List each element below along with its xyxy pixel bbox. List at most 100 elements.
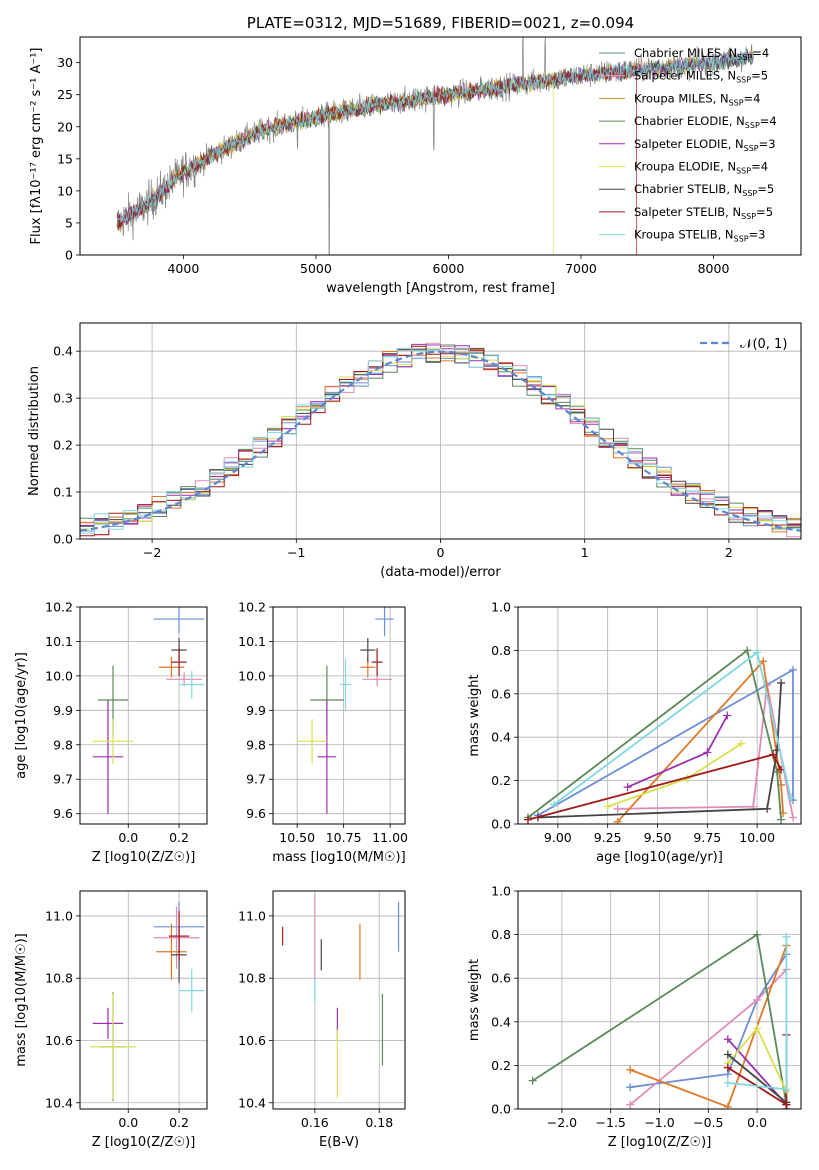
y-tick-label: 1.0 [491,884,511,899]
y-tick-label: 0.4 [53,344,73,359]
marker [763,804,772,813]
y-axis-label: Normed distribution [27,366,42,496]
error-bar-point [158,656,185,678]
axes-frame [517,606,802,825]
plot-area [523,646,798,824]
y-tick-label: 10.1 [45,634,73,649]
plot-area [80,342,801,538]
marker [603,802,612,811]
y-axis-label: age [log10(age/yr)] [14,652,29,779]
marker [723,711,732,720]
marker [626,1083,635,1092]
error-bar-point [171,648,187,676]
y-tick-label: 25 [57,87,73,102]
x-tick-label: 9.25 [594,830,622,845]
marker [723,1078,732,1087]
x-tick-label: −1.0 [644,1115,674,1130]
plot-area [90,901,205,1102]
y-tick-label: 10.8 [45,971,73,986]
x-tick-label: 0.0 [747,1115,767,1130]
panel-mass-vs-Z: 0.0 0.2 10.4 10.6 10.8 11.0 Z [log10(Z/Z☉)] mas… [14,890,208,1150]
plot-area [116,37,754,255]
y-tick-label: 10.4 [238,1095,266,1110]
y-tick-label: 10.4 [45,1095,73,1110]
y-tick-label: 10.0 [238,668,266,683]
y-tick-label: 10.2 [45,600,73,615]
y-tick-label: 10.1 [238,634,266,649]
marker [753,930,762,939]
y-tick-label: 9.8 [53,737,73,752]
panel-mass-vs-EBV: 0.16 0.18 10.4 10.6 10.8 11.0 E(B-V) [238,890,406,1150]
x-tick-label: 11.00 [372,830,408,845]
marker [723,1102,732,1109]
x-tick-label: 6000 [433,261,465,276]
panel-spectrum: 4000 5000 6000 7000 8000 0 5 10 15 20 25 30 waveleng… [29,36,802,296]
x-axis-label: age [log10(age/yr)] [596,850,723,865]
legend: 𝒩(0, 1) [700,337,787,352]
marker [623,783,632,792]
marker [626,1100,635,1109]
y-tick-label: 10 [57,183,73,198]
y-axis-label: mass weight [467,959,482,1041]
y-tick-label: 9.7 [53,772,73,787]
marker [743,646,752,655]
y-tick-label: 0.2 [491,1058,511,1073]
marker [759,657,768,666]
x-tick-label: 0.2 [169,830,189,845]
y-tick-label: 10.2 [238,600,266,615]
marker [723,1050,732,1059]
series-line [630,953,788,1089]
error-bar-point [297,718,327,764]
y-tick-label: 30 [57,55,73,70]
x-tick-label: 5000 [300,261,332,276]
legend-entry: Salpeter MILES, NSSP=5 [634,69,768,85]
x-tick-label: 4000 [167,261,199,276]
plot-area [92,607,205,814]
error-bar-point [339,658,352,711]
y-tick-label: 0.4 [491,730,511,745]
marker [789,665,798,674]
error-bar-point [153,906,200,969]
y-tick-label: 1.0 [491,600,511,615]
x-tick-label: 0.0 [118,1115,138,1130]
x-tick-label: 0.0 [118,830,138,845]
x-axis-label: (data-model)/error [380,565,501,580]
y-axis-label: mass [log10(M/M☉)] [14,933,29,1066]
legend-entry: Kroupa ELODIE, NSSP=4 [634,160,768,176]
marker [782,1100,791,1109]
x-tick-label: 2 [725,545,733,560]
x-tick-label: 9.50 [644,830,672,845]
x-tick-label: 8000 [698,261,730,276]
series-line [537,682,782,819]
x-axis-label: Z [log10(Z/Z☉)] [92,850,196,865]
y-tick-label: 0.0 [53,532,73,547]
marker [753,648,762,657]
marker [737,739,746,748]
x-tick-label: 10.75 [326,830,362,845]
y-tick-label: 0.3 [53,391,73,406]
marker [626,1065,635,1074]
x-tick-label: 10.50 [279,830,315,845]
error-bar-point [317,700,337,814]
x-tick-label: 0.18 [365,1115,393,1130]
y-tick-label: 5 [65,215,73,230]
series-line [616,659,784,823]
y-tick-label: 0.6 [491,686,511,701]
x-tick-label: −1.5 [596,1115,626,1130]
marker [523,815,532,824]
error-bar-point [168,911,190,962]
y-tick-label: 9.7 [246,772,266,787]
legend-entry: Salpeter ELODIE, NSSP=3 [634,137,776,153]
error-bar-point [179,968,205,1013]
model-line [116,50,754,226]
y-tick-label: 0.2 [491,773,511,788]
error-bar-point [92,718,134,764]
marker [782,932,791,941]
error-bar-point [90,993,136,1100]
legend-entry: Chabrier ELODIE, NSSP=4 [634,114,777,130]
y-tick-label: 20 [57,119,73,134]
series-line [607,742,742,808]
marker [769,750,778,759]
plot-area [282,894,400,1099]
y-tick-label: 0.6 [491,971,511,986]
